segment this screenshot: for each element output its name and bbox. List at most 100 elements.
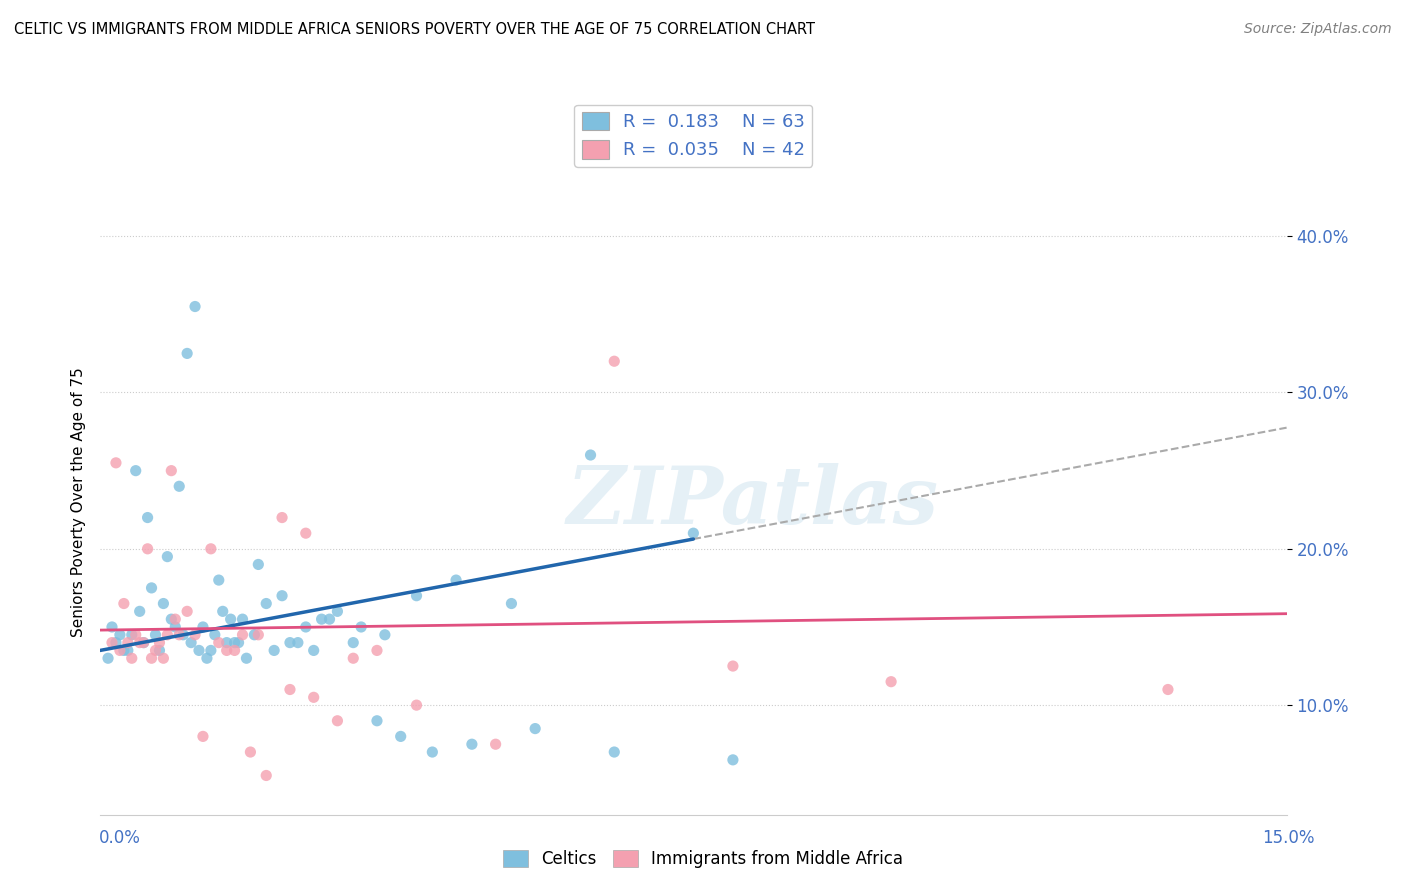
Point [405, 698, 427, 713]
Point [184, 300, 207, 314]
Point [311, 612, 333, 626]
Point [287, 635, 309, 649]
Point [350, 620, 373, 634]
Point [117, 635, 139, 649]
Point [231, 628, 253, 642]
Point [254, 597, 277, 611]
Point [112, 643, 135, 657]
Point [165, 612, 187, 626]
Text: CELTIC VS IMMIGRANTS FROM MIDDLE AFRICA SENIORS POVERTY OVER THE AGE OF 75 CORRE: CELTIC VS IMMIGRANTS FROM MIDDLE AFRICA … [14, 22, 815, 37]
Point [188, 643, 211, 657]
Point [97, 651, 120, 665]
Point [101, 620, 124, 634]
Point [342, 635, 364, 649]
Point [195, 651, 218, 665]
Point [219, 612, 242, 626]
Point [200, 541, 222, 556]
Point [128, 604, 150, 618]
Point [444, 573, 467, 587]
Point [172, 628, 194, 642]
Point [136, 541, 159, 556]
Point [165, 620, 187, 634]
Point [125, 464, 148, 478]
Point [128, 635, 150, 649]
Point [603, 354, 626, 368]
Point [108, 643, 131, 657]
Point [302, 690, 325, 705]
Text: Source: ZipAtlas.com: Source: ZipAtlas.com [1244, 22, 1392, 37]
Point [215, 643, 238, 657]
Point [228, 635, 250, 649]
Point [108, 628, 131, 642]
Point [176, 604, 198, 618]
Point [366, 714, 388, 728]
Point [141, 651, 163, 665]
Point [152, 651, 174, 665]
Point [326, 604, 349, 618]
Point [243, 628, 266, 642]
Point [148, 635, 170, 649]
Point [211, 604, 233, 618]
Point [461, 737, 484, 751]
Point [318, 612, 340, 626]
Point [682, 526, 704, 541]
Point [132, 635, 155, 649]
Point [721, 659, 744, 673]
Point [184, 628, 207, 642]
Point [524, 722, 547, 736]
Point [125, 628, 148, 642]
Text: ZIPatlas: ZIPatlas [567, 463, 939, 541]
Point [501, 597, 523, 611]
Point [176, 346, 198, 360]
Point [485, 737, 508, 751]
Point [112, 597, 135, 611]
Point [294, 526, 316, 541]
Point [721, 753, 744, 767]
Text: 0.0%: 0.0% [98, 829, 141, 847]
Point [1157, 682, 1180, 697]
Point [254, 768, 277, 782]
Point [156, 549, 179, 564]
Point [366, 643, 388, 657]
Point [247, 558, 270, 572]
Point [326, 714, 349, 728]
Point [302, 643, 325, 657]
Point [167, 628, 190, 642]
Point [145, 643, 167, 657]
Point [167, 479, 190, 493]
Point [278, 635, 301, 649]
Point [420, 745, 443, 759]
Point [231, 612, 253, 626]
Point [132, 635, 155, 649]
Point [239, 745, 262, 759]
Point [374, 628, 396, 642]
Point [191, 730, 214, 744]
Y-axis label: Seniors Poverty Over the Age of 75: Seniors Poverty Over the Age of 75 [72, 367, 86, 637]
Point [278, 682, 301, 697]
Point [160, 464, 183, 478]
Legend: R =  0.183    N = 63, R =  0.035    N = 42: R = 0.183 N = 63, R = 0.035 N = 42 [575, 104, 813, 167]
Point [389, 730, 412, 744]
Point [224, 635, 246, 649]
Point [145, 628, 167, 642]
Point [200, 643, 222, 657]
Point [271, 510, 294, 524]
Point [117, 643, 139, 657]
Point [191, 620, 214, 634]
Point [101, 635, 124, 649]
Point [148, 643, 170, 657]
Text: 15.0%: 15.0% [1263, 829, 1315, 847]
Point [141, 581, 163, 595]
Point [235, 651, 257, 665]
Point [263, 643, 285, 657]
Point [136, 510, 159, 524]
Point [224, 643, 246, 657]
Point [160, 612, 183, 626]
Point [579, 448, 602, 462]
Legend: Celtics, Immigrants from Middle Africa: Celtics, Immigrants from Middle Africa [496, 843, 910, 875]
Point [121, 628, 143, 642]
Point [294, 620, 316, 634]
Point [180, 635, 202, 649]
Point [121, 651, 143, 665]
Point [880, 674, 903, 689]
